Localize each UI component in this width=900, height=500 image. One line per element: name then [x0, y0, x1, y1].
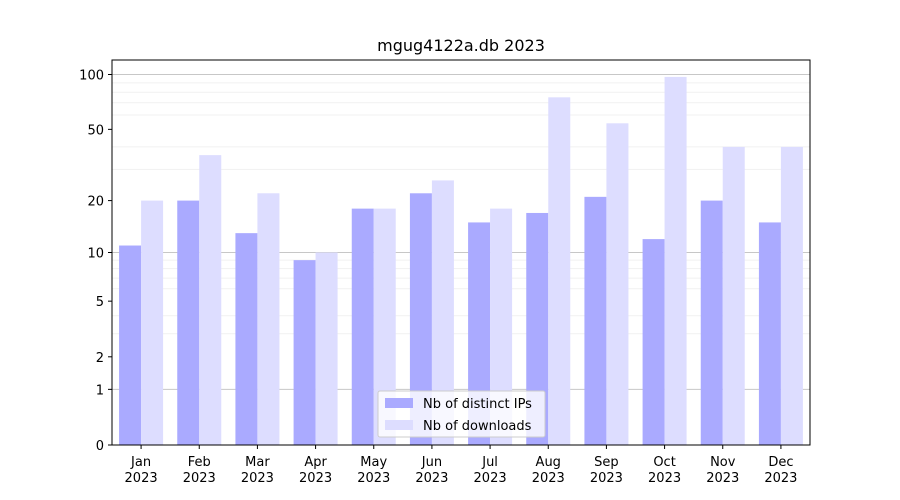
legend-swatch-ips — [385, 398, 413, 408]
bar-downloads — [315, 252, 338, 445]
bars — [119, 76, 803, 446]
grid-lines — [112, 74, 810, 390]
x-tick-label: Jun 2023 — [415, 455, 448, 486]
x-tick-label: May 2023 — [357, 455, 390, 486]
x-tick-label: Oct 2023 — [648, 455, 681, 486]
y-tick-label: 2 — [96, 351, 104, 366]
bar-distinct-ips — [293, 260, 316, 445]
y-tick-label: 100 — [79, 69, 104, 84]
bar-distinct-ips — [235, 233, 258, 445]
y-tick-label: 5 — [96, 295, 104, 310]
x-tick-label: Feb 2023 — [183, 455, 216, 486]
bar-downloads — [606, 123, 629, 445]
bar-downloads — [722, 146, 745, 445]
bar-distinct-ips — [409, 193, 432, 445]
bar-distinct-ips — [642, 239, 665, 445]
x-tick-label: Nov 2023 — [706, 455, 739, 486]
x-tick-label: Apr 2023 — [299, 455, 332, 486]
x-axis: Jan 2023 Feb 2023 Mar 2023 Apr 2023 May 2023 Jun 20… — [125, 445, 797, 486]
bar-downloads — [548, 97, 571, 446]
y-axis: 0 1 2 5 10 20 50 100 — [79, 69, 112, 454]
y-tick-label: 10 — [87, 247, 104, 262]
legend-box — [377, 390, 546, 438]
bar-distinct-ips — [526, 212, 549, 445]
y-tick-label: 20 — [87, 195, 104, 210]
y-tick-label: 50 — [87, 123, 104, 138]
legend-label-downloads: Nb of downloads — [423, 419, 532, 434]
bar-downloads — [490, 208, 513, 445]
legend-label-ips: Nb of distinct IPs — [423, 397, 532, 412]
bar-distinct-ips — [351, 208, 374, 445]
bar-distinct-ips — [119, 245, 142, 445]
bar-downloads — [664, 76, 687, 445]
y-tick-label: 1 — [96, 383, 104, 398]
x-tick-label: Aug 2023 — [532, 455, 565, 486]
bar-distinct-ips — [177, 200, 200, 445]
x-tick-label: Sep 2023 — [590, 455, 623, 486]
bar-downloads — [373, 208, 396, 445]
bar-downloads — [199, 155, 222, 446]
y-tick-label: 0 — [96, 439, 104, 454]
bar-downloads — [257, 193, 280, 445]
bar-distinct-ips — [468, 222, 491, 445]
x-tick-label: Jul 2023 — [474, 455, 507, 486]
chart-title: mgug4122a.db 2023 — [377, 36, 545, 55]
x-tick-label: Dec 2023 — [764, 455, 797, 486]
x-tick-label: Jan 2023 — [125, 455, 158, 486]
bar-downloads — [431, 180, 454, 446]
legend: Nb of distinct IPs Nb of downloads — [377, 390, 546, 438]
bar-downloads — [141, 200, 164, 445]
bar-downloads — [780, 146, 803, 445]
legend-swatch-downloads — [385, 420, 413, 430]
x-tick-label: Mar 2023 — [241, 455, 274, 486]
bar-distinct-ips — [758, 222, 781, 445]
bar-distinct-ips — [700, 200, 723, 445]
bar-distinct-ips — [584, 196, 607, 445]
